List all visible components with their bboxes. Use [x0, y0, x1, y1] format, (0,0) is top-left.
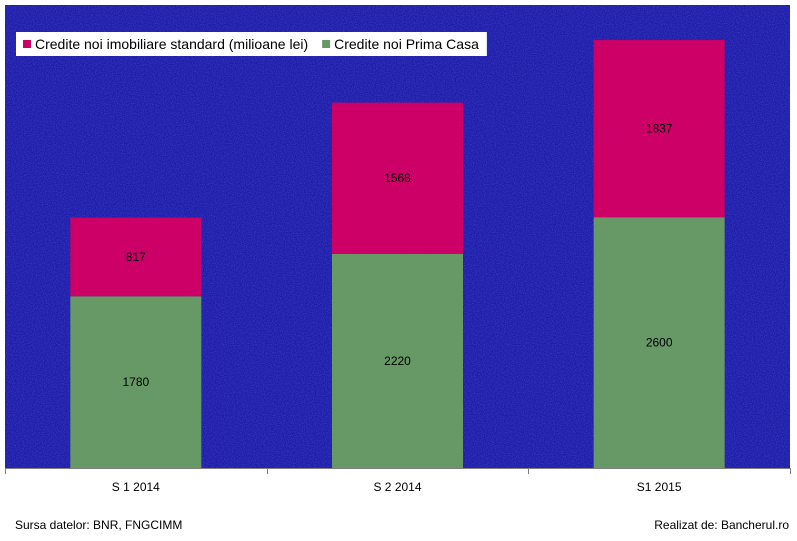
data-label: 817: [126, 250, 146, 264]
bar-standard-0: [70, 217, 202, 297]
bar-prima-casa-1: [332, 253, 463, 468]
credit-note: Realizat de: Bancherul.ro: [654, 518, 789, 532]
bar-prima-casa-0: [70, 296, 202, 468]
source-note: Sursa datelor: BNR, FNGCIMM: [15, 518, 183, 532]
x-axis: S 1 2014 S 2 2014 S1 2015: [5, 468, 791, 494]
legend-swatch: [322, 40, 331, 48]
bar-prima-casa-2: [593, 217, 725, 468]
bar-standard-2: [593, 40, 725, 218]
legend-entry: Credite noi Prima Casa: [334, 36, 479, 52]
x-tick-label: S 2 2014: [373, 480, 421, 494]
data-label: 2220: [384, 354, 411, 368]
data-label: 1837: [646, 122, 673, 136]
bars: 1780 817 2220 1568 2600 1837: [70, 40, 725, 468]
bar-standard-1: [332, 102, 463, 254]
x-tick-label: S 1 2014: [112, 480, 160, 494]
legend: Credite noi imobiliare standard (milioan…: [16, 32, 487, 56]
legend-entry: Credite noi imobiliare standard (milioan…: [35, 36, 308, 52]
data-label: 1568: [384, 171, 411, 185]
x-tick-label: S1 2015: [637, 480, 682, 494]
legend-box: [16, 32, 487, 56]
data-label: 2600: [646, 336, 673, 350]
data-label: 1780: [122, 375, 149, 389]
legend-swatch: [23, 40, 31, 48]
